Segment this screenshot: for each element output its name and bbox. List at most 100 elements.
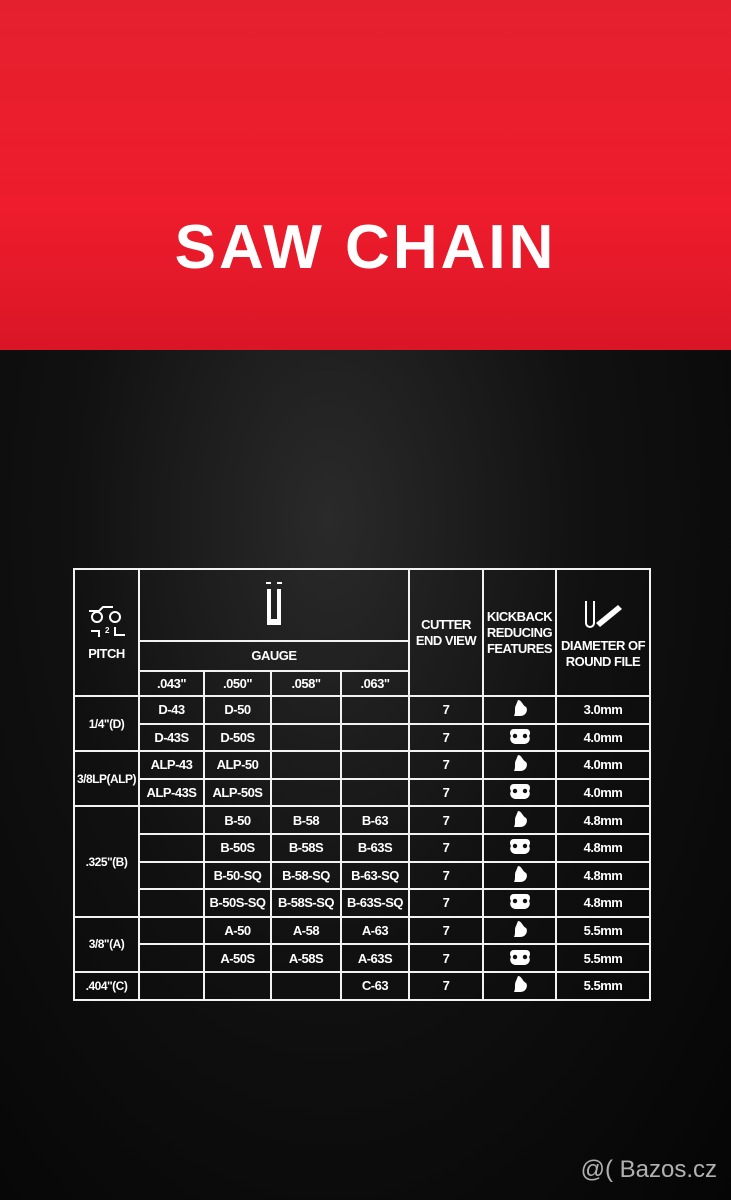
table-row: B-50S B-58S B-63S 7 4.8mm: [74, 832, 651, 863]
bumper-drive-link-icon: [513, 700, 527, 717]
round-file-icon: [585, 601, 622, 628]
chain-code-cell: B-63-SQ: [340, 860, 410, 891]
chain-code-cell: B-58S: [270, 832, 342, 863]
chain-code-cell: D-43: [138, 695, 205, 725]
chain-code-cell: D-43S: [138, 722, 205, 753]
table-row: ALP-43S ALP-50S 7 4.0mm: [74, 777, 651, 808]
table-row: D-43S D-50S 7 4.0mm: [74, 722, 651, 753]
pitch-header-cell: 2 PITCH: [73, 568, 140, 697]
cutter-end-view: 7: [408, 943, 484, 973]
bumper-drive-link-icon: [513, 921, 527, 938]
file-diameter-cell: 3.0mm: [555, 695, 651, 725]
chain-code-cell: ALP-43S: [138, 777, 205, 808]
chain-code-cell: ALP-50: [203, 750, 272, 780]
kickback-cell: [482, 888, 557, 918]
gauge-058: .058": [270, 670, 342, 697]
chain-code-cell: D-50S: [203, 722, 272, 753]
file-header: DIAMETER OF ROUND FILE: [560, 638, 646, 669]
chain-code-cell: B-63: [340, 805, 410, 835]
chain-code-cell: A-58S: [270, 943, 342, 973]
table-row: 3/8LP(ALP) ALP-43 ALP-50 7 4.0mm: [73, 750, 651, 808]
chain-code-cell: B-50-SQ: [203, 860, 272, 891]
chain-code-cell: B-63S-SQ: [340, 888, 410, 918]
red-band: [0, 0, 731, 350]
guard-link-icon: [509, 784, 530, 800]
bumper-drive-link-icon: [513, 755, 527, 772]
chain-code-cell: B-50: [203, 805, 272, 835]
chain-code-cell: [340, 722, 410, 753]
pitch-cell: 3/8"(A): [73, 915, 140, 973]
chain-code-cell: B-58-SQ: [270, 860, 342, 891]
kickback-cell: [482, 832, 557, 863]
chain-code-cell: [138, 970, 205, 1001]
file-diameter-cell: 4.0mm: [555, 777, 651, 808]
chain-code-cell: D-50: [203, 695, 272, 725]
chain-code-cell: [138, 805, 205, 835]
kickback-cell: [482, 860, 557, 891]
guard-link-icon: [509, 728, 530, 744]
chain-code-cell: B-58S-SQ: [270, 888, 342, 918]
chain-code-cell: [340, 777, 410, 808]
spec-table: 2 PITCH CUTTER END VIEW KICKBACK REDUCIN…: [73, 568, 651, 1001]
cutter-end-view: 7: [408, 750, 484, 780]
kickback-cell: [482, 777, 557, 808]
file-diameter-cell: 5.5mm: [555, 970, 651, 1001]
cutter-end-view: 7: [408, 805, 484, 835]
pitch-cell: .404"(C): [73, 970, 140, 1001]
cutter-end-view: 7: [408, 860, 484, 891]
file-diameter-cell: 4.8mm: [555, 888, 651, 918]
kickback-cell: [482, 915, 557, 946]
kickback-cell: [482, 695, 557, 725]
table-row: A-50S A-58S A-63S 7 5.5mm: [74, 943, 651, 973]
file-diameter-cell: 5.5mm: [555, 915, 651, 946]
gauge-043: .043": [138, 670, 205, 697]
svg-text:2: 2: [105, 626, 110, 635]
table-row: B-50-SQ B-58-SQ B-63-SQ 7 4.8mm: [74, 860, 651, 891]
package-title: SAW CHAIN: [174, 213, 557, 282]
table-row: 3/8"(A) A-50 A-58 A-63 7 5.5mm: [73, 915, 651, 973]
chain-code-cell: [270, 777, 342, 808]
gauge-header: GAUGE: [138, 640, 410, 672]
table-row: 1/4"(D) D-43 D-50 7 3.0mm: [73, 694, 651, 753]
cutter-end-view: 7: [408, 722, 484, 753]
file-diameter-cell: 4.0mm: [555, 722, 651, 753]
chain-code-cell: B-50S: [203, 832, 272, 863]
kickback-cell: [482, 722, 557, 753]
guard-link-icon: [509, 894, 530, 910]
chain-code-cell: A-63: [340, 915, 410, 946]
bumper-drive-link-icon: [513, 865, 527, 882]
chain-code-cell: [138, 915, 205, 946]
kickback-cell: [482, 943, 557, 973]
chain-code-cell: [270, 722, 342, 753]
gauge-icon: [266, 581, 282, 625]
chain-pitch-icon: 2: [88, 606, 125, 637]
chain-code-cell: ALP-43: [138, 750, 205, 780]
table-row: .325"(B) B-50 B-58 B-63 7 4.8mm: [73, 805, 651, 918]
chain-code-cell: [138, 943, 205, 973]
chain-code-cell: [270, 970, 342, 1001]
pitch-header: PITCH: [88, 646, 125, 661]
kickback-cell: [482, 970, 557, 1001]
file-diameter-cell: 4.8mm: [555, 860, 651, 891]
chain-code-cell: C-63: [340, 970, 410, 1001]
chain-code-cell: [270, 750, 342, 780]
chain-code-cell: B-58: [270, 805, 342, 835]
chain-code-cell: A-50S: [203, 943, 272, 973]
cutter-end-view: 7: [408, 695, 484, 725]
file-header-cell: DIAMETER OF ROUND FILE: [555, 568, 651, 697]
bumper-drive-link-icon: [513, 810, 527, 827]
cutter-end-view: 7: [408, 832, 484, 863]
kickback-header: KICKBACK REDUCING FEATURES: [482, 568, 557, 697]
chain-code-cell: [203, 970, 272, 1001]
guard-link-icon: [509, 839, 530, 855]
cutter-header: CUTTER END VIEW: [408, 568, 484, 697]
pitch-cell: .325"(B): [73, 805, 140, 918]
table-row: .404"(C) C-63 7 5.5mm: [73, 970, 651, 1001]
gauge-icon-cell: [138, 568, 410, 642]
file-diameter-cell: 5.5mm: [555, 943, 651, 973]
cutter-end-view: 7: [408, 888, 484, 918]
chain-code-cell: [138, 832, 205, 863]
gauge-063: .063": [340, 670, 410, 697]
guard-link-icon: [509, 949, 530, 965]
cutter-end-view: 7: [408, 970, 484, 1001]
